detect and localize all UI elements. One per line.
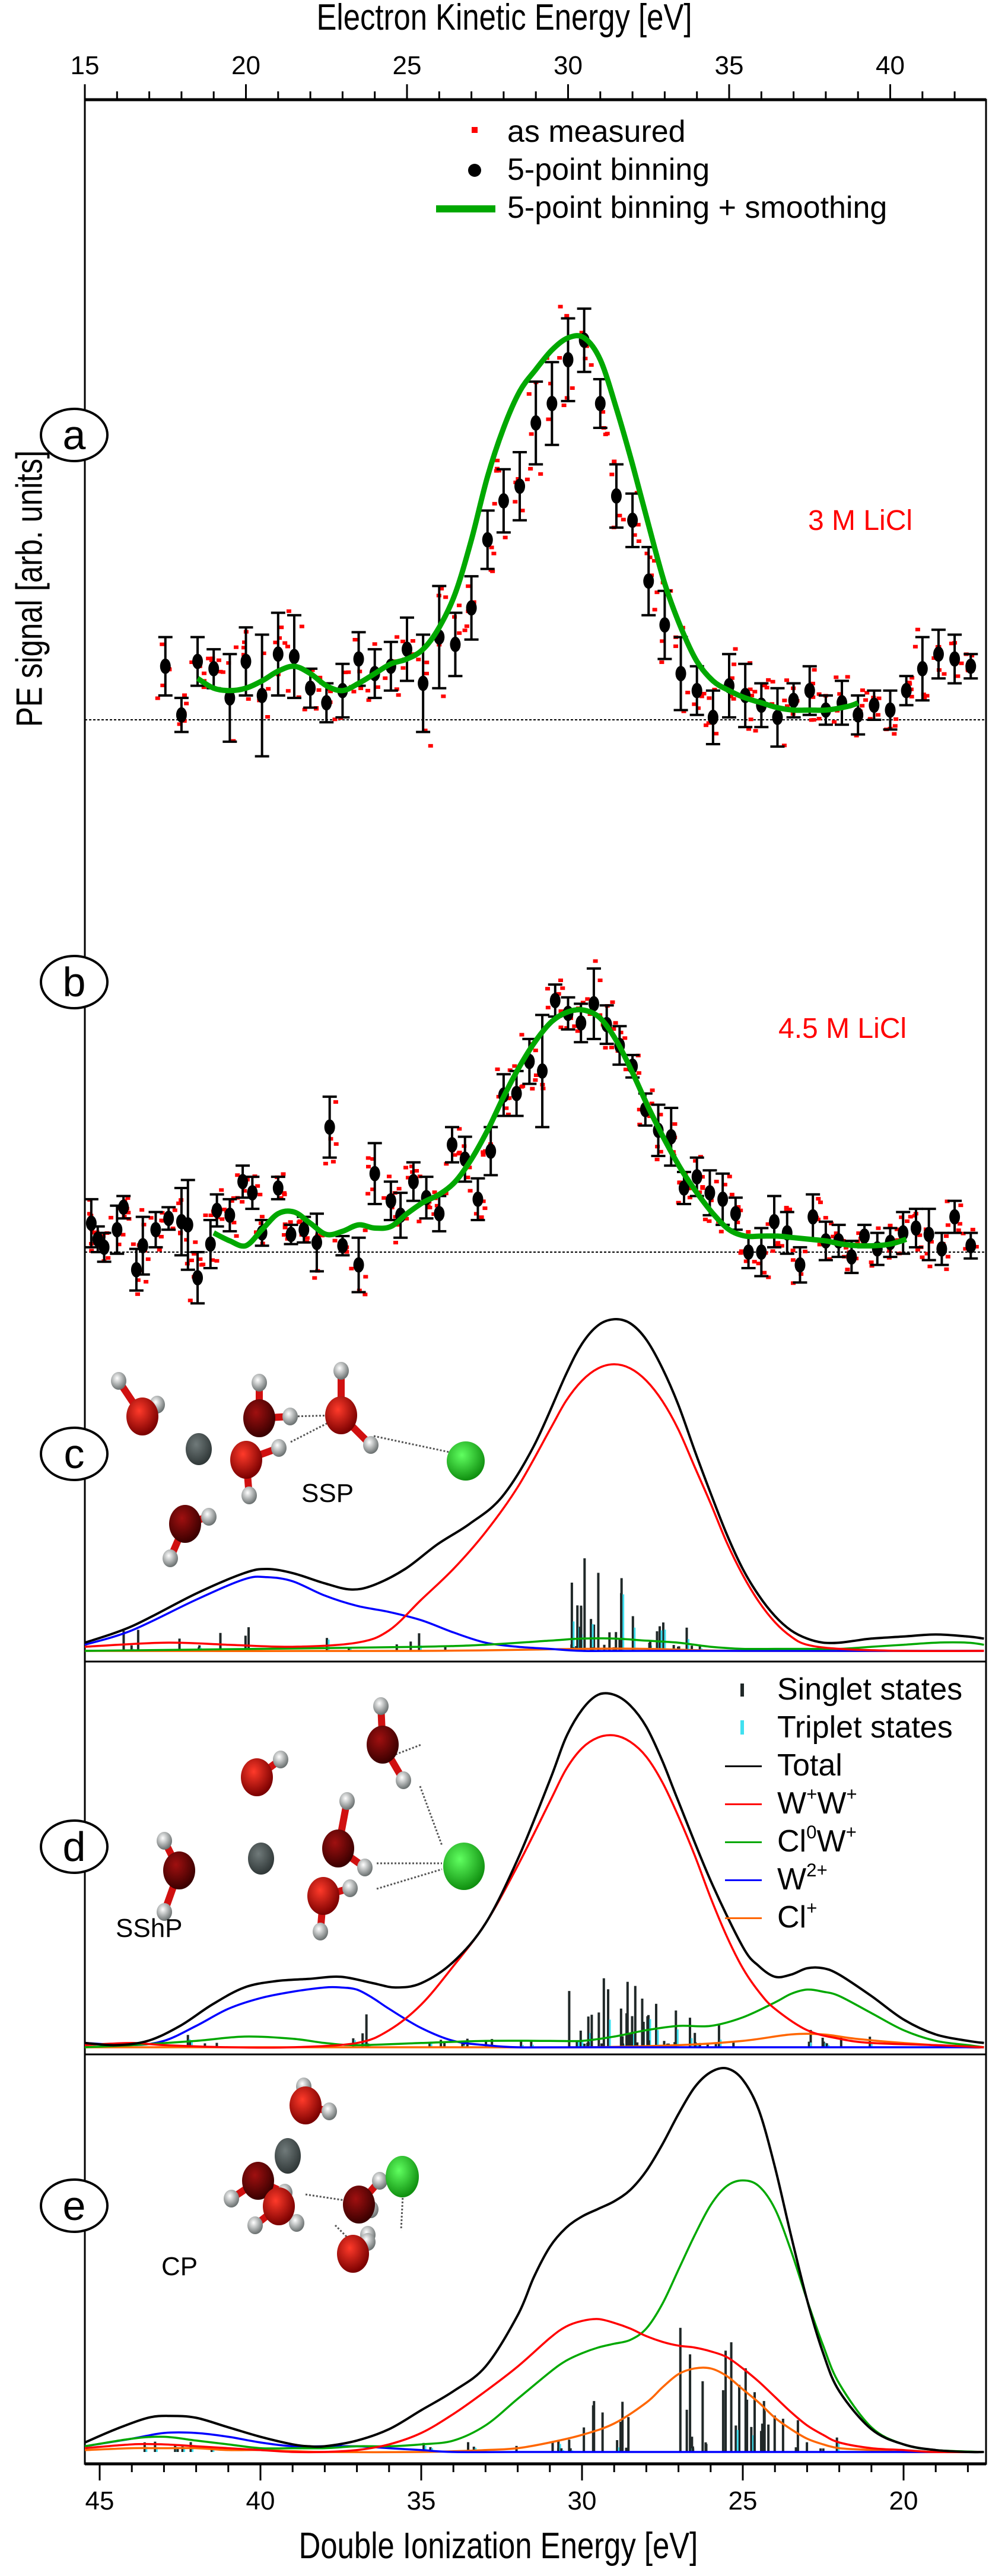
legend-item-triplet: Triplet states <box>718 1708 962 1746</box>
top-tick-label: 15 <box>70 51 100 80</box>
legend-item-total: Total <box>718 1746 962 1784</box>
legend-item-clw: Cl0W+ <box>718 1822 962 1860</box>
bottom-tick-label: 45 <box>85 2486 115 2515</box>
legend-label: W+W+ <box>777 1784 857 1821</box>
panel-label-c: c <box>40 1427 109 1481</box>
orange-line-icon <box>718 1898 777 1936</box>
legend-label: Cl+ <box>777 1898 818 1935</box>
top-tick-label: 40 <box>876 51 905 80</box>
panel-b-plot <box>84 959 986 1305</box>
singlet-stick-icon <box>718 1670 777 1708</box>
legend-item-w2: W2+ <box>718 1860 962 1898</box>
water-molecule-icon <box>243 1374 298 1437</box>
chloride-atom-icon <box>386 2156 419 2197</box>
panel-c-plot <box>84 1317 984 1653</box>
top-axis-title: Electron Kinetic Energy [eV] <box>316 0 692 38</box>
lithium-atom-icon <box>248 1843 274 1875</box>
legend-label: Cl0W+ <box>777 1822 857 1859</box>
water-molecule-icon <box>343 2172 387 2224</box>
lithium-atom-icon <box>186 1433 212 1465</box>
bottom-tick-label: 40 <box>246 2486 275 2515</box>
bottom-axis-title: Double Ionization Energy [eV] <box>298 2526 698 2567</box>
legend-item-cl: Cl+ <box>718 1898 962 1936</box>
water-molecule-icon <box>241 1751 288 1796</box>
top-tick-label: 30 <box>554 51 583 80</box>
top-tick-label: 20 <box>231 51 260 80</box>
panel-a-plot <box>85 304 986 758</box>
water-molecule-icon <box>325 1362 379 1454</box>
water-molecule-icon <box>290 2078 337 2124</box>
top-tick-label: 35 <box>714 51 744 80</box>
legend-item-binning: 5-point binning <box>436 151 887 189</box>
y-axis-title: PE signal [arb. units] <box>9 450 50 728</box>
water-molecule-icon <box>230 1439 287 1504</box>
chloride-atom-icon <box>447 1441 485 1481</box>
legend-experiment: as measured 5-point binning 5-point binn… <box>436 113 887 227</box>
structure-label-cp: CP <box>161 2252 198 2281</box>
water-molecule-icon <box>111 1372 165 1435</box>
chloride-atom-icon <box>443 1843 485 1890</box>
water-molecule-icon <box>322 1792 373 1876</box>
panel-label-d: d <box>40 1819 109 1874</box>
black-dot-marker-icon <box>436 151 507 189</box>
water-molecule-icon <box>163 1505 217 1567</box>
legend-label: 5-point binning <box>507 153 710 187</box>
green-line-icon <box>718 1822 777 1860</box>
water-molecule-icon <box>367 1697 411 1789</box>
top-tick-label: 25 <box>392 51 422 80</box>
red-square-marker-icon <box>436 113 507 151</box>
panel-d-plot <box>84 1692 984 2049</box>
bottom-tick-label: 30 <box>567 2486 597 2515</box>
black-line-icon <box>718 1746 777 1784</box>
panel-e-plot <box>84 2066 984 2454</box>
legend-label: 5-point binning + smoothing <box>507 190 888 225</box>
legend-item-singlet: Singlet states <box>718 1670 962 1708</box>
bottom-tick-label: 25 <box>728 2486 758 2515</box>
concentration-label-b: 4.5 M LiCl <box>778 1013 907 1044</box>
legend-label: W2+ <box>777 1860 828 1897</box>
green-line-icon <box>436 189 507 227</box>
legend-label: as measured <box>507 115 686 149</box>
blue-line-icon <box>718 1860 777 1898</box>
molecular-structures <box>111 1362 485 2273</box>
lithium-atom-icon <box>275 2138 301 2174</box>
legend-theory: Singlet states Triplet states Total W+W+… <box>718 1670 962 1936</box>
legend-item-wpwp: W+W+ <box>718 1784 962 1822</box>
red-line-icon <box>718 1784 777 1822</box>
water-molecule-icon <box>337 2226 376 2273</box>
bottom-tick-label: 35 <box>406 2486 436 2515</box>
legend-label: Total <box>777 1748 842 1783</box>
bottom-tick-label: 20 <box>889 2486 918 2515</box>
panel-label-a: a <box>40 408 109 462</box>
water-molecule-icon <box>157 1832 195 1921</box>
legend-item-smoothing: 5-point binning + smoothing <box>436 189 887 227</box>
structure-label-ssp: SSP <box>301 1479 354 1508</box>
water-molecule-icon <box>307 1877 358 1940</box>
axis-ticks <box>84 84 969 2480</box>
structure-label-sshp: SShP <box>116 1914 183 1943</box>
legend-item-as-measured: as measured <box>436 113 887 151</box>
concentration-label-a: 3 M LiCl <box>808 505 913 536</box>
legend-label: Singlet states <box>777 1672 963 1707</box>
water-molecule-icon <box>247 2187 304 2234</box>
triplet-stick-icon <box>718 1708 777 1746</box>
panel-label-b: b <box>40 955 109 1009</box>
panel-label-e: e <box>40 2178 109 2233</box>
legend-label: Triplet states <box>777 1710 953 1745</box>
